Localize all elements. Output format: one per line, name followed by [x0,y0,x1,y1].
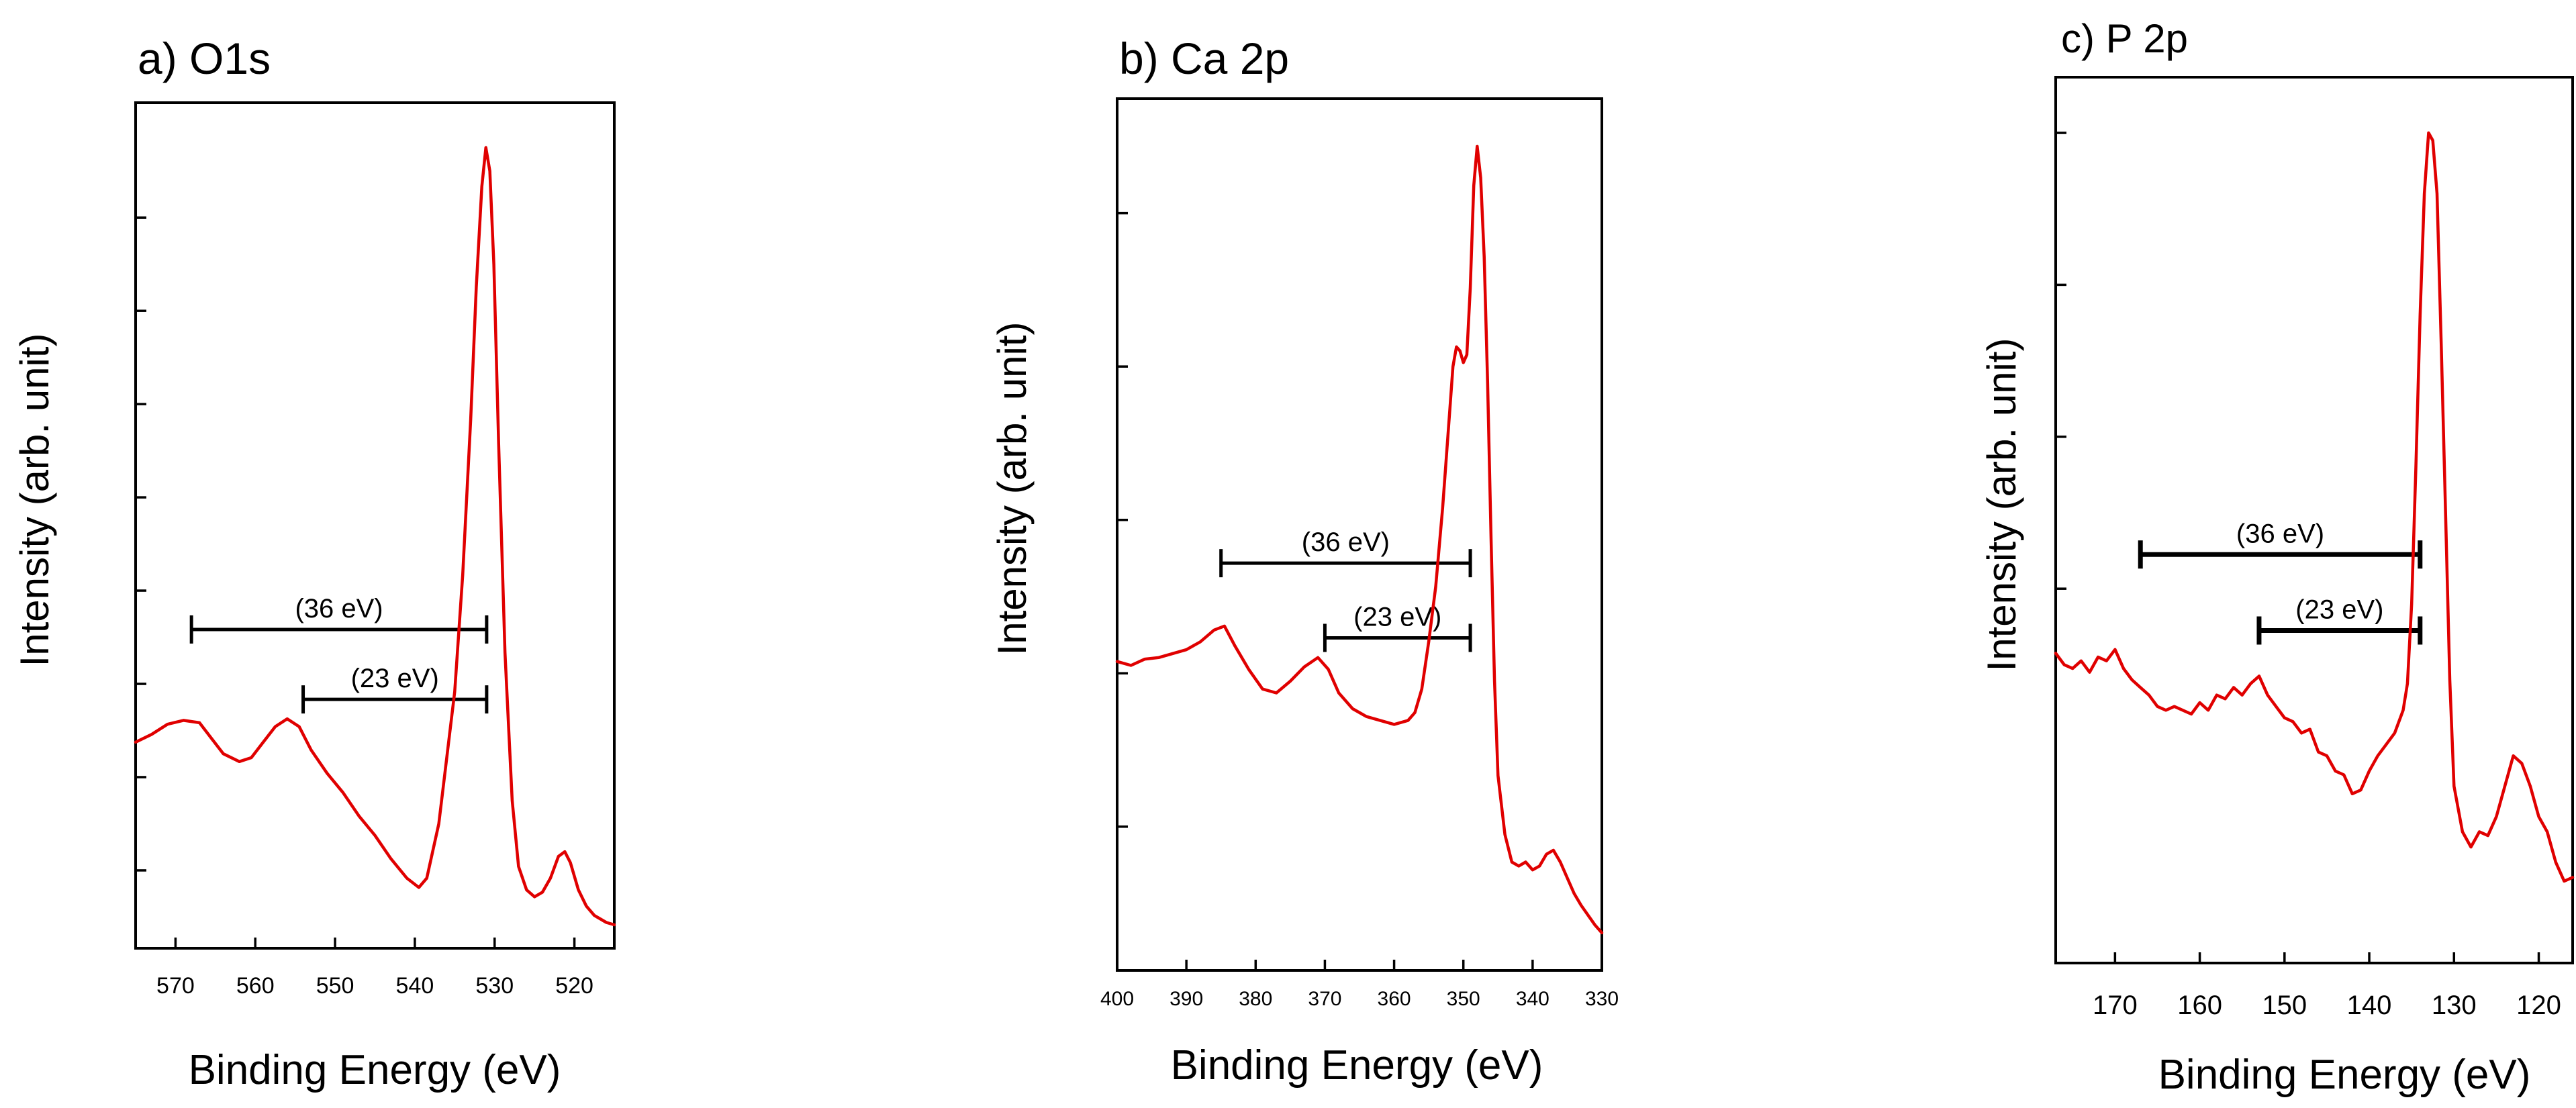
x-tick-label: 360 [1378,988,1411,1010]
plot-frame [2054,76,2574,964]
x-tick-label: 560 [236,973,275,999]
bar-label: (36 eV) [1302,527,1390,557]
axis-ticks: 570 560 550 540 530 520 [136,216,593,999]
bar-label: (23 eV) [2295,595,2383,624]
axis-ticks: 170 160 150 140 130 120 [2056,132,2561,1020]
x-tick-label: 570 [156,973,195,999]
energy-gap-bar: (36 eV) [1219,527,1472,578]
energy-gap-bar: (23 eV) [1323,603,1472,652]
panel-title: b) Ca 2p [1119,34,1289,83]
energy-bars: (36 eV) (23 eV) [189,594,489,714]
energy-gap-bar: (36 eV) [189,594,489,644]
x-tick-label: 140 [2347,991,2392,1020]
panel-title: a) O1s [138,34,271,83]
x-axis-label: Binding Energy (eV) [1171,1042,1543,1089]
energy-gap-bar: (23 eV) [301,664,489,714]
y-axis-label: Intensity (arb. unit) [990,322,1035,656]
y-axis-label: Intensity (arb. unit) [12,334,57,667]
x-tick-label: 540 [396,973,434,999]
x-tick-label: 370 [1308,988,1341,1010]
x-tick-label: 380 [1239,988,1272,1010]
panel-title: c) P 2p [2061,16,2188,61]
bar-label: (23 eV) [1353,603,1441,632]
x-tick-label: 120 [2516,991,2561,1020]
panel-o1s: a) O1s Intensity (arb. unit) Binding Ene… [12,34,616,1093]
x-tick-label: 340 [1516,988,1549,1010]
x-tick-label: 550 [316,973,354,999]
x-tick-label: 330 [1585,988,1619,1010]
energy-gap-bar: (23 eV) [2256,595,2423,645]
panel-ca2p: b) Ca 2p Intensity (arb. unit) Binding E… [990,34,1619,1089]
x-tick-label: 150 [2262,991,2307,1020]
bar-label: (36 eV) [2236,519,2324,548]
axis-ticks: 400 390 380 370 360 350 340 330 [1100,211,1619,1010]
x-axis-label: Binding Energy (eV) [2158,1052,2531,1098]
bar-label: (23 eV) [351,664,439,693]
x-tick-label: 400 [1100,988,1134,1010]
x-tick-label: 350 [1447,988,1480,1010]
y-axis-label: Intensity (arb. unit) [1979,338,2024,672]
x-tick-label: 160 [2177,991,2222,1020]
panel-p2p: c) P 2p Intensity (arb. unit) Binding En… [1979,16,2575,1098]
x-axis-label: Binding Energy (eV) [189,1047,561,1093]
bar-label: (36 eV) [295,594,383,623]
x-tick-label: 530 [475,973,514,999]
energy-bars: (36 eV) (23 eV) [1219,527,1472,652]
plot-frame [1116,97,1603,972]
series-line [1115,144,1604,935]
x-tick-label: 130 [2432,991,2477,1020]
x-tick-label: 390 [1170,988,1203,1010]
energy-gap-bar: (36 eV) [2138,519,2423,569]
plot-frame [134,101,616,950]
energy-bars: (36 eV) (23 eV) [2138,519,2423,645]
x-tick-label: 170 [2093,991,2138,1020]
series-line [2054,131,2575,883]
series-line [134,146,616,927]
x-tick-label: 520 [555,973,593,999]
